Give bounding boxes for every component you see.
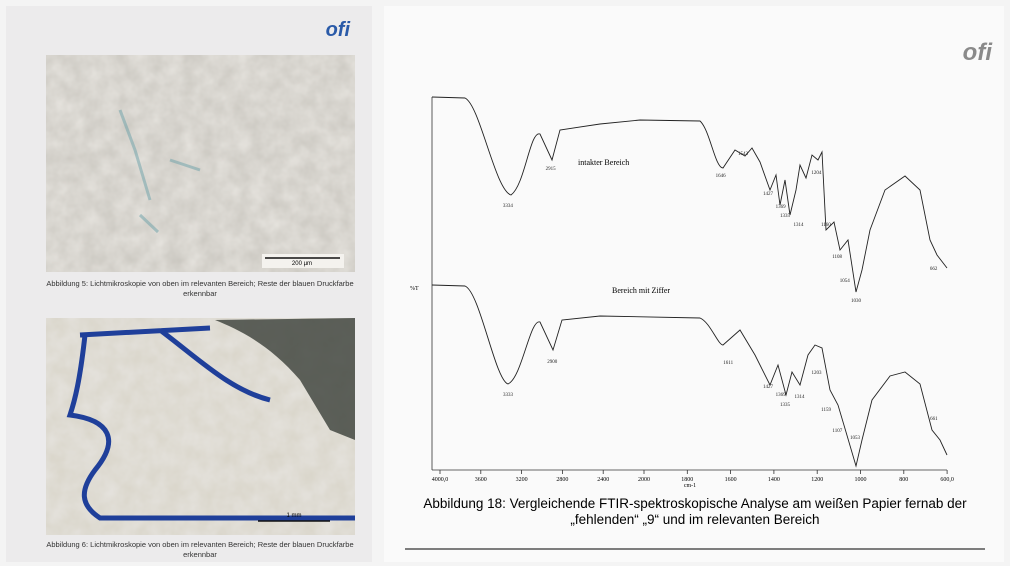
y-label: %T [410,286,419,292]
x-tick-label: 600,0 [940,477,954,483]
scale-label: 200 µm [292,261,312,267]
peak-label: 1053 [850,436,861,441]
peak-label: 1611 [723,361,733,366]
x-label: cm-1 [684,483,696,489]
x-tick-label: 2800 [556,477,568,483]
caption: erkennbar [183,289,217,298]
logo: ofi [326,19,351,41]
caption: Abbildung 5: Lichtmikroskopie von oben i… [46,279,353,288]
peak-label: 1427 [763,385,774,390]
peak-label: 1203 [812,371,823,376]
caption: Abbildung 6: Lichtmikroskopie von oben i… [46,540,353,549]
x-tick-label: 1600 [725,477,737,483]
x-tick-label: 2000 [638,477,650,483]
scale-label: 1 mm [287,513,302,519]
x-tick-label: 1800 [681,477,693,483]
peak-label: 1054 [840,279,851,284]
peak-label: 662 [930,267,938,272]
x-tick-label: 1400 [768,477,780,483]
peak-label: 1159 [821,408,831,413]
x-tick-label: 800 [899,477,908,483]
peak-label: 1314 [795,395,806,400]
peak-label: 1335 [780,403,791,408]
caption: „fehlenden“ „9“ und im relevanten Bereic… [570,512,819,527]
x-tick-label: 1000 [855,477,867,483]
screenshot: ofi 200 µm Abbildung 5: Lichtmikroskopie… [0,0,1010,566]
peak-label: 3333 [503,393,514,398]
peak-label: 1160 [821,223,831,228]
x-tick-label: 1200 [811,477,823,483]
peak-label: 1646 [716,174,727,179]
peak-label: 2900 [547,360,558,365]
caption: Abbildung 18: Vergleichende FTIR-spektro… [423,496,967,511]
x-tick-label: 4000,0 [432,477,449,483]
peak-label: 1335 [780,214,791,219]
peak-label: 1369 [776,205,787,210]
peak-label: 2915 [546,167,557,172]
x-tick-label: 3200 [516,477,528,483]
caption: erkennbar [183,550,217,559]
peak-label: 1314 [794,223,805,228]
micrograph-texture [46,55,355,272]
peak-label: 1204 [811,171,822,176]
peak-label: 1030 [851,299,862,304]
peak-label: 1369 [776,393,787,398]
page: {"left_page": { "logo": "ofi", "figure_5… [0,0,1010,566]
trace-label: Bereich mit Ziffer [612,286,670,295]
x-tick-label: 2400 [597,477,609,483]
peak-label: 661 [930,417,938,422]
peak-label: 1543 [738,152,749,157]
x-tick-label: 3600 [475,477,487,483]
peak-label: 1107 [832,429,842,434]
logo: ofi [963,39,994,66]
peak-label: 1427 [763,192,774,197]
peak-label: 3334 [503,204,514,209]
peak-label: 1108 [832,255,842,260]
trace-label: intakter Bereich [578,158,629,167]
